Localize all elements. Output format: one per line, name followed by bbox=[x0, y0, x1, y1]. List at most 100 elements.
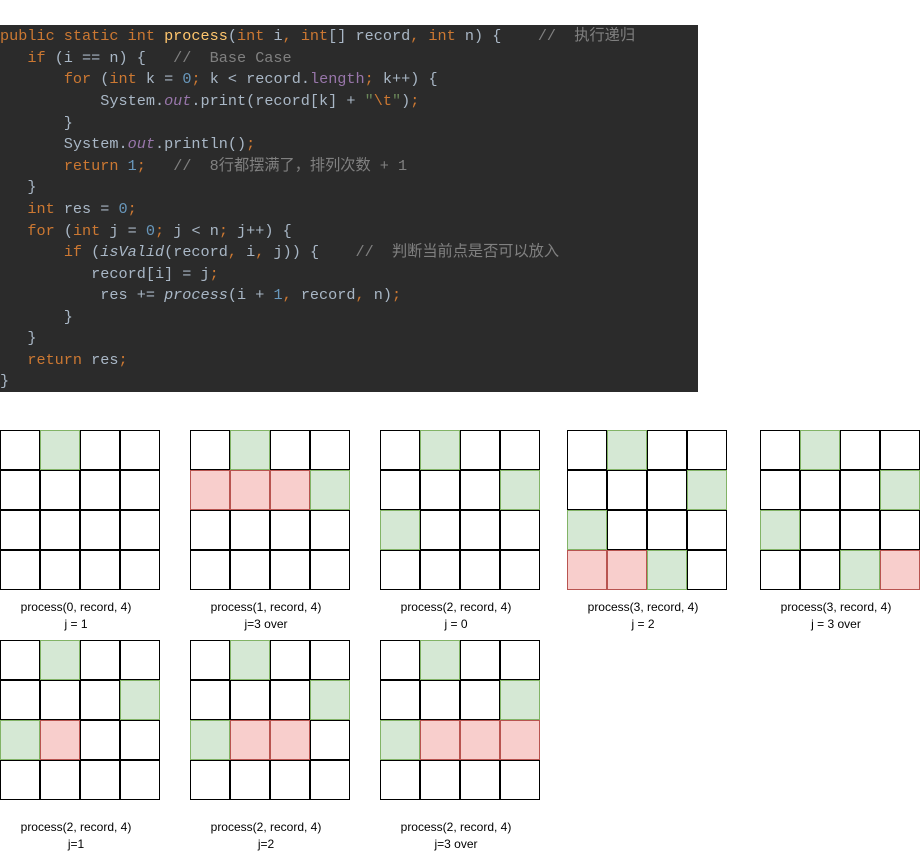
board-cell bbox=[270, 760, 310, 800]
code-token: process bbox=[164, 27, 228, 45]
board-cell bbox=[760, 550, 800, 590]
board-cell bbox=[40, 680, 80, 720]
board-cell bbox=[40, 470, 80, 510]
board-cell bbox=[310, 430, 350, 470]
code-token: ; bbox=[136, 157, 174, 175]
code-token bbox=[0, 157, 64, 175]
code-token: ; bbox=[246, 135, 256, 153]
board-cell bbox=[270, 550, 310, 590]
board-cell bbox=[420, 510, 460, 550]
board-cell bbox=[80, 510, 120, 550]
board-cell bbox=[80, 550, 120, 590]
board-cell-rejected bbox=[270, 720, 310, 760]
code-token: public static int bbox=[0, 27, 165, 45]
board-cell bbox=[190, 640, 230, 680]
board-cell bbox=[460, 430, 500, 470]
board-cell bbox=[420, 470, 460, 510]
board-caption: process(2, record, 4) j=2 bbox=[166, 819, 366, 853]
board-caption: process(2, record, 4) j = 0 bbox=[356, 599, 556, 633]
board-cell bbox=[380, 550, 420, 590]
code-token: 1 bbox=[127, 157, 137, 175]
board-cell bbox=[80, 470, 120, 510]
board-cell bbox=[760, 430, 800, 470]
board-cell bbox=[120, 640, 160, 680]
board-cell bbox=[190, 430, 230, 470]
board-cell bbox=[270, 640, 310, 680]
code-token: ; bbox=[127, 200, 137, 218]
board-cell-rejected bbox=[500, 720, 540, 760]
board-caption-step: j = 2 bbox=[631, 617, 655, 631]
code-token: System. bbox=[0, 135, 128, 153]
code-line: for (int j = 0; j < n; j++) { bbox=[0, 220, 292, 242]
code-token: k < record. bbox=[209, 70, 310, 88]
code-token: } bbox=[0, 329, 37, 347]
board-cell-rejected bbox=[230, 720, 270, 760]
board-cell bbox=[310, 640, 350, 680]
board-cell bbox=[760, 470, 800, 510]
board-cell-placed bbox=[880, 470, 920, 510]
code-token: , bbox=[227, 243, 247, 261]
board-cell bbox=[120, 720, 160, 760]
code-token: System. bbox=[0, 92, 165, 110]
board-cell bbox=[380, 430, 420, 470]
code-token: out bbox=[127, 135, 155, 153]
board-cell bbox=[460, 550, 500, 590]
board-cell-rejected bbox=[607, 550, 647, 590]
board-cell bbox=[567, 430, 607, 470]
board-cell-rejected bbox=[567, 550, 607, 590]
board-caption-call: process(3, record, 4) bbox=[587, 600, 699, 614]
board-cell bbox=[460, 760, 500, 800]
board-cell bbox=[0, 430, 40, 470]
code-token: " bbox=[364, 92, 374, 110]
board-cell bbox=[120, 760, 160, 800]
chessboard bbox=[380, 430, 540, 590]
board-cell bbox=[190, 760, 230, 800]
board-cell bbox=[687, 510, 727, 550]
code-token: res bbox=[91, 351, 119, 369]
code-token: ; bbox=[391, 286, 402, 304]
board-cell bbox=[460, 640, 500, 680]
board-caption-step: j = 1 bbox=[64, 617, 88, 631]
board-cell bbox=[380, 760, 420, 800]
code-token: if bbox=[27, 49, 55, 67]
board-cell bbox=[647, 470, 687, 510]
board-caption-step: j=3 over bbox=[434, 837, 478, 851]
code-line: record[i] = j; bbox=[0, 263, 219, 285]
board-cell bbox=[80, 760, 120, 800]
board-cell-placed bbox=[230, 640, 270, 680]
board-caption-step: j=2 bbox=[257, 837, 275, 851]
code-token bbox=[0, 243, 64, 261]
board-cell-placed bbox=[120, 680, 160, 720]
board-cell-placed bbox=[190, 720, 230, 760]
board-cell bbox=[460, 510, 500, 550]
board-cell bbox=[80, 720, 120, 760]
code-token: } bbox=[0, 308, 73, 326]
board-cell bbox=[270, 680, 310, 720]
board-cell bbox=[0, 550, 40, 590]
code-token: ; bbox=[118, 351, 128, 369]
board-cell bbox=[380, 640, 420, 680]
board-cell bbox=[380, 470, 420, 510]
board-caption-call: process(1, record, 4) bbox=[210, 600, 322, 614]
board-cell bbox=[310, 720, 350, 760]
code-line: System.out.print(record[k] + "\t"); bbox=[0, 90, 419, 112]
board-cell bbox=[420, 550, 460, 590]
board-cell-placed bbox=[230, 430, 270, 470]
board-cell bbox=[647, 430, 687, 470]
board-cell bbox=[840, 430, 880, 470]
board-cell-placed bbox=[380, 720, 420, 760]
board-caption: process(3, record, 4) j = 3 over bbox=[736, 599, 921, 633]
code-token: ( bbox=[227, 27, 237, 45]
code-token: n) bbox=[373, 286, 392, 304]
code-token: } bbox=[0, 114, 73, 132]
board-caption-step: j=1 bbox=[67, 837, 85, 851]
code-token: j++) { bbox=[237, 222, 292, 240]
board-cell-placed bbox=[0, 720, 40, 760]
board-cell-placed bbox=[647, 550, 687, 590]
chessboard bbox=[0, 640, 160, 800]
board-cell bbox=[0, 680, 40, 720]
board-cell bbox=[800, 470, 840, 510]
board-cell bbox=[420, 760, 460, 800]
board-cell bbox=[500, 550, 540, 590]
chessboard bbox=[190, 430, 350, 590]
